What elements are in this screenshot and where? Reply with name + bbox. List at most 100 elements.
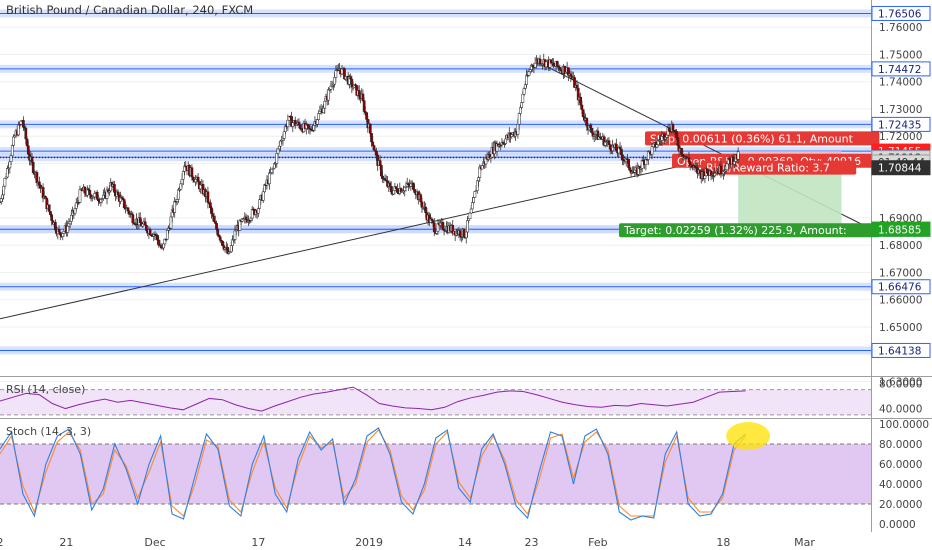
candle-body (68, 221, 72, 225)
candle-body (472, 197, 475, 203)
price-tick-label: 1.72000 (879, 131, 922, 143)
candle-body (412, 182, 415, 190)
candle-body (165, 230, 169, 240)
risk-reward-label: Risk/Reward Ratio: 3.7 (706, 162, 830, 175)
candle-body (70, 214, 73, 222)
candle-body (528, 69, 532, 72)
candle-body (8, 161, 12, 169)
candle-body (297, 121, 301, 126)
candle-body (581, 109, 585, 117)
candle-body (590, 128, 594, 133)
candle-body (589, 125, 592, 129)
candle-body (277, 145, 281, 150)
candle-body (179, 183, 183, 190)
time-tick-label: 23 (524, 536, 538, 549)
candle-body (549, 59, 553, 64)
candle-body (388, 182, 392, 187)
candle-body (275, 153, 279, 164)
time-tick-label: 17 (251, 536, 265, 549)
candle-body (671, 124, 675, 131)
candle-body (307, 125, 311, 129)
candle-body (61, 233, 65, 237)
candle-body (244, 216, 248, 220)
candle-body (380, 165, 383, 177)
candle-body (519, 107, 522, 114)
price-label-bg (871, 221, 931, 237)
candle-body (12, 136, 15, 146)
time-tick-label: 14 (458, 536, 472, 549)
candle-body (191, 176, 195, 181)
stoch-tick-label: 100.0000 (879, 419, 929, 431)
candle-body (676, 137, 680, 146)
risk-reward-label-bg (701, 160, 857, 175)
candle-body (627, 158, 630, 168)
candle-body (276, 148, 280, 154)
candle-body (392, 190, 396, 195)
candle-body (25, 138, 29, 147)
candle-body (0, 198, 3, 202)
candle-body (50, 214, 54, 221)
time-tick-label: 2019 (355, 536, 383, 549)
candle-body (680, 147, 683, 155)
candle-body (47, 204, 51, 212)
candle-body (361, 93, 365, 101)
candle-body (381, 175, 384, 179)
candle-body (575, 84, 579, 89)
candle-body (156, 235, 159, 241)
candle-body (291, 122, 295, 127)
candle-body (113, 184, 116, 193)
candle-body (628, 167, 632, 171)
candle-body (212, 216, 216, 222)
price-label-bg (871, 5, 931, 21)
candle-body (213, 221, 217, 224)
time-tick-label: Feb (588, 536, 607, 549)
candle-body (322, 107, 325, 113)
stop-label: Stop: 0.00611 (0.36%) 61.1, Amount (650, 132, 854, 145)
candle-body (466, 220, 469, 233)
candle-body (435, 230, 439, 234)
price-label: 1.70844 (878, 163, 922, 175)
candle-body (522, 88, 526, 95)
candle-body (698, 169, 702, 174)
candle-body (169, 216, 173, 229)
candle-body (608, 144, 612, 150)
candle-body (190, 167, 194, 178)
price-tick-label: 1.75000 (879, 49, 922, 61)
candle-body (569, 73, 573, 77)
candle-body (95, 191, 99, 200)
candle-body (525, 74, 528, 85)
candle-body (126, 207, 130, 212)
candle-body (24, 127, 28, 140)
candle-body (10, 145, 14, 156)
candle-body (334, 70, 338, 78)
candle-body (327, 89, 330, 101)
candle-body (270, 168, 274, 173)
candle-body (31, 162, 35, 173)
stoch-title: Stoch (14, 3, 3) (6, 425, 92, 438)
candle-body (131, 214, 135, 224)
candle-body (365, 112, 368, 120)
candle-body (558, 67, 562, 71)
price-tick-label: 1.67000 (879, 267, 922, 279)
candle-body (462, 228, 466, 238)
stoch-pane: 100.0000 80.0000 60.0000 40.0000 20.0000 0.00… (0, 419, 929, 531)
candle-body (733, 161, 736, 165)
candle-body (221, 241, 225, 246)
candle-body (217, 234, 221, 238)
candle-body (467, 218, 471, 221)
candle-body (329, 85, 333, 90)
candle-body (633, 169, 637, 173)
candle-body (703, 175, 707, 179)
price-label-bg (871, 61, 931, 77)
candle-body (372, 145, 376, 151)
price-label: 1.72435 (878, 119, 921, 131)
candle-body (475, 180, 479, 191)
candle-body (9, 155, 13, 162)
candle-body (261, 191, 265, 201)
candle-body (665, 134, 669, 138)
candle-body (655, 144, 659, 148)
candle-body (552, 62, 555, 66)
candle-body (62, 231, 66, 234)
